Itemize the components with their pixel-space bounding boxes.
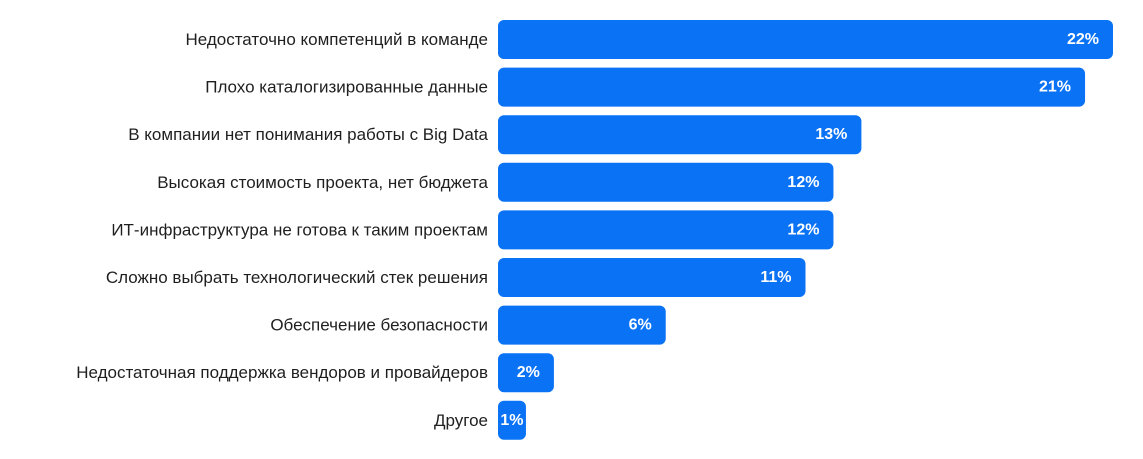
bar-row: Другое 1% [434, 400, 526, 440]
category-label: Сложно выбрать технологический стек реше… [106, 268, 488, 287]
bar [498, 210, 834, 250]
category-label: В компании нет понимания работы с Big Da… [128, 125, 488, 144]
bar [498, 162, 834, 202]
bar [498, 20, 1113, 59]
value-label: 13% [815, 126, 847, 143]
value-label: 6% [629, 317, 652, 334]
category-label: Недостаточная поддержка вендоров и прова… [76, 363, 488, 382]
value-label: 22% [1067, 31, 1099, 48]
bar [498, 400, 526, 440]
bar [498, 115, 862, 155]
bar-row: Недостаточно компетенций в команде 22% [185, 20, 1113, 59]
bar [498, 353, 554, 393]
value-label: 1% [500, 412, 523, 429]
bar-row: Сложно выбрать технологический стек реше… [106, 258, 806, 297]
category-label: Плохо каталогизированные данные [205, 78, 488, 97]
bar [498, 305, 666, 345]
value-label: 2% [517, 364, 540, 381]
bar [498, 258, 806, 297]
category-label: Высокая стоимость проекта, нет бюджета [157, 173, 488, 192]
category-label: ИТ-инфраструктура не готова к таким прое… [111, 220, 488, 239]
bar-row: Плохо каталогизированные данные 21% [205, 67, 1086, 107]
bar-row: Недостаточная поддержка вендоров и прова… [76, 353, 554, 393]
category-label: Другое [434, 411, 488, 430]
value-label: 12% [787, 221, 819, 238]
value-label: 11% [760, 269, 791, 286]
bar [498, 67, 1086, 107]
bar-row: Обеспечение безопасности 6% [270, 305, 666, 345]
category-label: Обеспечение безопасности [270, 316, 488, 335]
value-label: 12% [787, 174, 819, 191]
bar-row: В компании нет понимания работы с Big Da… [128, 115, 862, 155]
value-label: 21% [1039, 79, 1071, 96]
bar-row: ИТ-инфраструктура не готова к таким прое… [111, 210, 834, 250]
category-label: Недостаточно компетенций в команде [185, 30, 488, 49]
bar-row: Высокая стоимость проекта, нет бюджета 12… [157, 162, 834, 202]
